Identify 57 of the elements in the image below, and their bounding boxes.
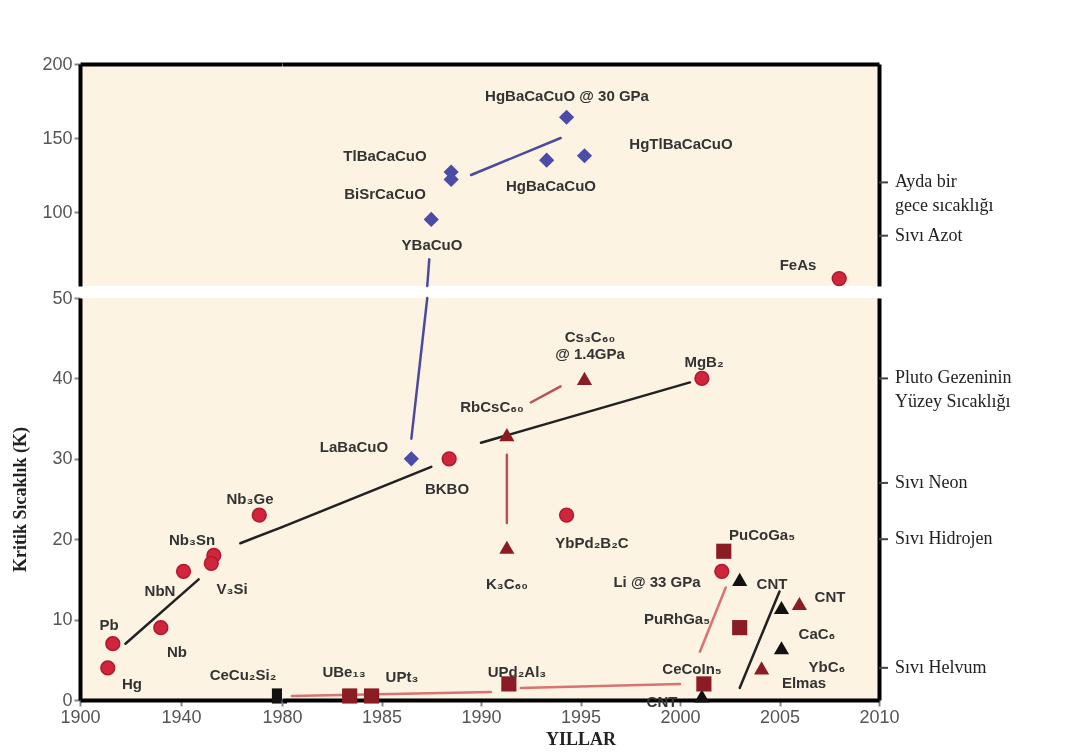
ref-line-label: Sıvı Azot: [895, 224, 963, 245]
annotation: YbPd₂B₂C: [555, 534, 629, 551]
annotation: Cs₃C₆₀ @ 1.4GPa: [555, 328, 626, 362]
x-tick-label: 1980: [262, 706, 303, 727]
annotation: PuCoGa₅: [728, 526, 796, 543]
annotation: CNT: [756, 575, 788, 592]
annotation: PuRhGa₅: [643, 610, 711, 627]
x-tick-label: 1990: [461, 706, 502, 727]
ref-line-label: Sıvı Helvum: [895, 656, 987, 677]
y-tick-label: 150: [42, 127, 73, 148]
annotation: UPt₃: [385, 668, 419, 685]
y-tick-label: 100: [42, 201, 73, 222]
annotation: V₃Si: [216, 580, 248, 597]
annotation: HgBaCaCuO @ 30 GPa: [485, 87, 650, 104]
x-tick-label: 2005: [759, 706, 801, 727]
annotation: BKBO: [424, 480, 470, 497]
annotation: Nb: [167, 643, 187, 660]
x-tick-label: 1985: [361, 706, 403, 727]
annotation: CeCu₂Si₂: [209, 666, 277, 683]
annotation: Nb₃Ge: [226, 490, 274, 507]
y-tick-label: 10: [52, 609, 73, 630]
annotation: LaBaCuO: [319, 438, 389, 455]
x-tick-label: 1940: [161, 706, 202, 727]
annotation: YBaCuO: [401, 236, 463, 253]
y-tick-label: 50: [52, 287, 73, 308]
annotation: CeCoIn₅: [662, 660, 722, 677]
annotation: Hg: [122, 675, 142, 692]
annotation: TlBaCaCuO: [343, 147, 427, 164]
x-axis-title: YILLAR: [545, 728, 618, 749]
x-tick-label: 1995: [560, 706, 602, 727]
ref-line-label: Sıvı Neon: [895, 471, 968, 492]
annotation: RbCsC₆₀: [460, 398, 524, 415]
annotation: UPd₂Al₃: [487, 663, 547, 680]
annotation: Nb₃Sn: [168, 531, 216, 548]
annotation: K₃C₆₀: [485, 575, 529, 592]
ref-line-label: Sıvı Hidrojen: [895, 528, 993, 549]
annotation: Elmas: [781, 674, 827, 691]
annotation: FeAs: [779, 256, 817, 273]
y-tick-label: 40: [52, 367, 73, 388]
annotation: UBe₁₃: [322, 663, 366, 680]
ref-line-label: Pluto Gezeninin Yüzey Sıcaklığı: [895, 367, 1012, 412]
annotation: Li @ 33 GPa: [613, 573, 702, 590]
annotation: HgBaCaCuO: [505, 177, 597, 194]
y-axis-title: Kritik Sıcaklık (K): [9, 426, 31, 573]
y-tick-label: 200: [42, 53, 73, 74]
annotation: BiSrCaCuO: [344, 185, 427, 202]
x-tick-label: 2010: [859, 706, 900, 727]
annotation: Pb: [99, 616, 119, 633]
ref-line-label: Ayda bir gece sıcaklığı: [895, 171, 994, 216]
annotation: HgTlBaCaCuO: [629, 135, 733, 152]
annotation: YbC₆: [808, 658, 846, 675]
annotation: MgB₂: [684, 353, 724, 370]
y-tick-label: 20: [52, 528, 73, 549]
annotation: NbN: [144, 582, 176, 599]
annotation: CaC₆: [798, 625, 836, 642]
annotation: CNT: [814, 588, 846, 605]
y-tick-label: 30: [52, 448, 73, 469]
